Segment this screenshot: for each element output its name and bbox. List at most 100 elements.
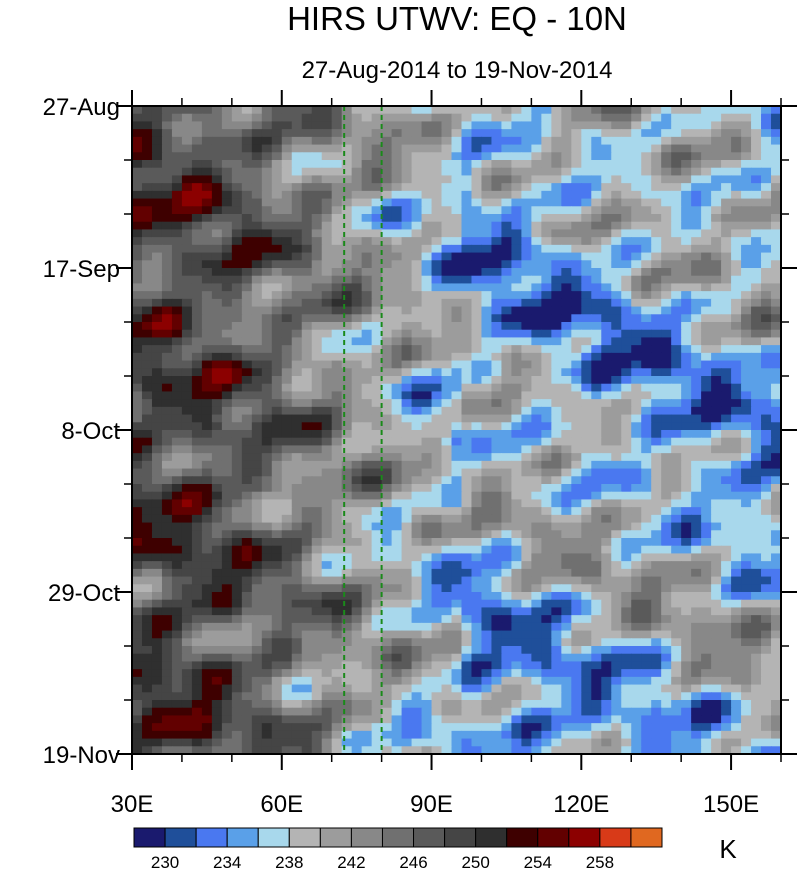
- heatmap-cell: [321, 430, 333, 439]
- heatmap-cell: [601, 514, 612, 524]
- heatmap-cell: [271, 406, 283, 416]
- heatmap-cell: [331, 468, 343, 477]
- heatmap-cell: [711, 144, 722, 153]
- heatmap-cell: [571, 437, 582, 447]
- heatmap-cell: [431, 561, 443, 570]
- heatmap-cell: [471, 615, 483, 624]
- heatmap-cell: [351, 275, 363, 285]
- heatmap-cell: [321, 214, 333, 223]
- heatmap-cell: [771, 237, 781, 246]
- heatmap-cell: [311, 329, 323, 339]
- heatmap-cell: [421, 345, 433, 354]
- heatmap-cell: [361, 507, 373, 516]
- heatmap-cell: [641, 499, 652, 508]
- heatmap-cell: [451, 322, 463, 331]
- heatmap-cell: [551, 599, 562, 609]
- heatmap-cell: [401, 221, 413, 231]
- heatmap-cell: [761, 113, 772, 123]
- heatmap-cell: [621, 453, 632, 462]
- heatmap-cell: [561, 684, 572, 693]
- heatmap-cell: [251, 646, 263, 655]
- heatmap-cell: [611, 661, 622, 670]
- heatmap-cell: [201, 607, 213, 616]
- heatmap-cell: [211, 684, 223, 693]
- heatmap-cell: [511, 599, 522, 609]
- heatmap-cell: [331, 291, 343, 300]
- heatmap-cell: [611, 175, 622, 184]
- heatmap-cell: [701, 383, 712, 393]
- heatmap-cell: [761, 252, 772, 261]
- heatmap-cell: [741, 183, 752, 192]
- heatmap-cell: [401, 298, 413, 308]
- heatmap-cell: [211, 576, 223, 585]
- heatmap-cell: [461, 499, 473, 508]
- heatmap-cell: [661, 221, 672, 231]
- heatmap-cell: [681, 653, 692, 663]
- heatmap-cell: [641, 283, 652, 292]
- heatmap-cell: [621, 414, 632, 423]
- heatmap-cell: [461, 237, 473, 246]
- heatmap-cell: [141, 460, 153, 470]
- heatmap-cell: [321, 376, 333, 385]
- heatmap-cell: [371, 244, 383, 254]
- heatmap-cell: [661, 237, 672, 246]
- heatmap-cell: [431, 399, 443, 408]
- heatmap-cell: [651, 445, 662, 454]
- heatmap-cell: [341, 430, 353, 439]
- heatmap-cell: [711, 553, 722, 562]
- heatmap-cell: [721, 568, 732, 578]
- heatmap-cell: [641, 615, 652, 624]
- heatmap-cell: [251, 136, 263, 146]
- heatmap-cell: [321, 252, 333, 261]
- heatmap-cell: [681, 252, 692, 261]
- heatmap-cell: [531, 484, 542, 493]
- heatmap-cell: [241, 514, 253, 524]
- heatmap-cell: [151, 167, 163, 177]
- heatmap-cell: [281, 160, 293, 169]
- heatmap-cell: [171, 507, 183, 516]
- heatmap-cell: [231, 468, 243, 477]
- heatmap-cell: [181, 298, 193, 308]
- heatmap-cell: [361, 561, 373, 570]
- heatmap-cell: [731, 661, 742, 670]
- heatmap-cell: [631, 684, 642, 693]
- heatmap-cell: [451, 437, 463, 447]
- heatmap-cell: [731, 414, 742, 423]
- heatmap-cell: [531, 422, 542, 431]
- heatmap-cell: [721, 376, 732, 385]
- heatmap-cell: [291, 175, 303, 184]
- heatmap-cell: [721, 268, 732, 277]
- heatmap-cell: [221, 584, 233, 593]
- heatmap-cell: [491, 692, 503, 701]
- heatmap-cell: [701, 499, 712, 508]
- heatmap-cell: [171, 422, 183, 431]
- heatmap-cell: [361, 684, 373, 693]
- heatmap-cell: [132, 507, 143, 516]
- heatmap-cell: [321, 291, 333, 300]
- heatmap-cell: [511, 252, 522, 261]
- heatmap-cell: [281, 113, 293, 123]
- heatmap-cell: [391, 268, 403, 277]
- heatmap-cell: [191, 345, 203, 354]
- heatmap-cell: [331, 314, 343, 323]
- heatmap-cell: [271, 476, 283, 485]
- heatmap-cell: [721, 237, 732, 246]
- heatmap-cell: [311, 445, 323, 454]
- heatmap-cell: [391, 275, 403, 285]
- heatmap-cell: [321, 553, 333, 562]
- heatmap-cell: [281, 352, 293, 362]
- heatmap-cell: [251, 491, 263, 501]
- heatmap-cell: [361, 545, 373, 555]
- heatmap-cell: [301, 206, 313, 215]
- heatmap-cell: [731, 260, 742, 269]
- heatmap-cell: [721, 206, 732, 215]
- heatmap-cell: [221, 152, 233, 161]
- heatmap-cell: [631, 622, 642, 632]
- heatmap-cell: [471, 638, 483, 647]
- heatmap-cell: [311, 576, 323, 585]
- heatmap-cell: [461, 275, 473, 285]
- heatmap-cell: [201, 522, 213, 531]
- heatmap-cell: [611, 499, 622, 508]
- heatmap-cell: [241, 352, 253, 362]
- heatmap-cell: [491, 376, 503, 385]
